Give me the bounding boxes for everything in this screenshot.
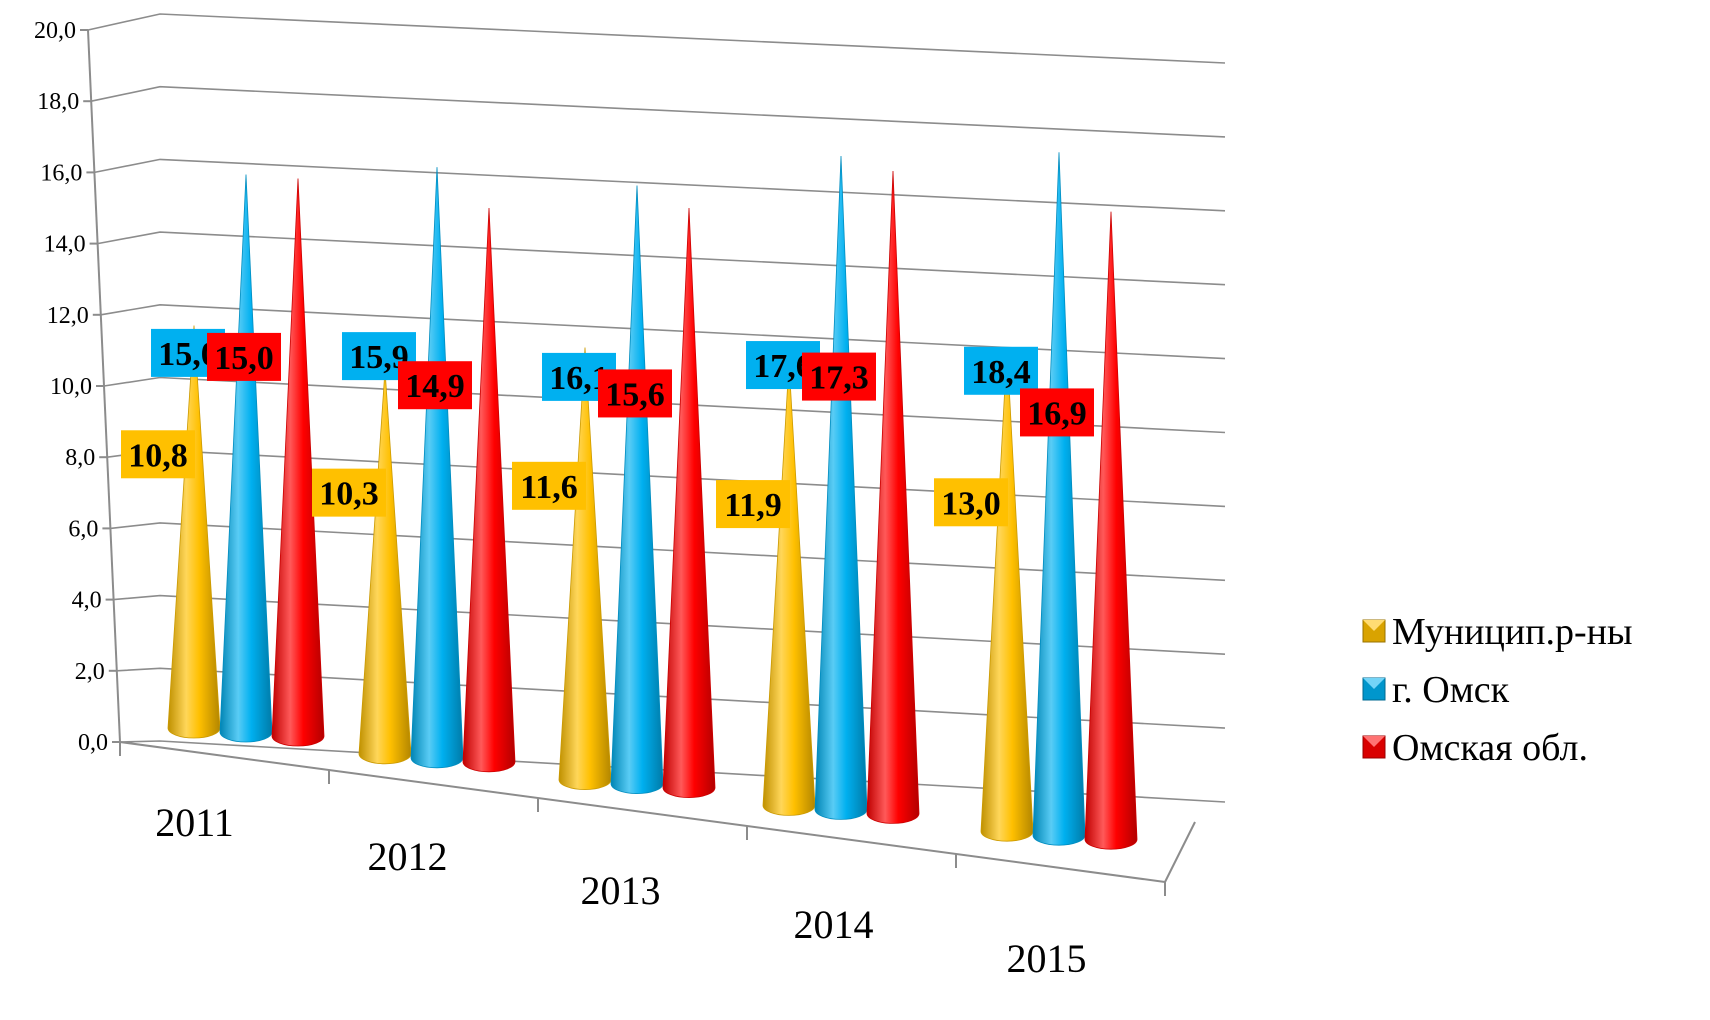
data-label-box	[716, 480, 790, 529]
x-axis-tick-labels: 2011 2012 2013 2014 2015	[155, 800, 1086, 981]
legend-item: г. Омск	[1362, 669, 1510, 711]
cone-bar	[271, 178, 325, 747]
cone-bar	[866, 171, 920, 824]
gridline	[100, 303, 1226, 360]
data-label: 10,8	[128, 437, 188, 474]
cone-bar	[167, 325, 221, 739]
data-label: 15,0	[214, 340, 274, 377]
gridline	[116, 667, 1226, 729]
y-tick-label: 16,0	[40, 160, 82, 186]
data-label-box	[964, 346, 1038, 395]
cone-bar	[662, 207, 716, 798]
data-label: 11,6	[520, 469, 578, 506]
x-tick-label: 2013	[581, 868, 661, 913]
cone-bar	[1084, 211, 1138, 850]
data-label: 17,3	[809, 360, 869, 397]
cone-bars	[167, 152, 1138, 850]
cone-bar	[558, 347, 612, 790]
y-tick-label: 6,0	[68, 516, 98, 542]
cone-bar	[814, 155, 868, 820]
gridline	[103, 376, 1226, 434]
y-tick-label: 8,0	[65, 445, 95, 471]
data-label-box	[1020, 388, 1094, 437]
legend-swatch-highlight	[1363, 736, 1385, 747]
legend-swatch-highlight	[1363, 620, 1385, 631]
cone-bar	[358, 369, 412, 765]
y-tick-label: 10,0	[50, 374, 92, 400]
axes	[80, 29, 1196, 896]
legend-label: Муницип.р-ны	[1392, 611, 1633, 653]
floor-right-edge	[1164, 821, 1196, 883]
gridline	[97, 231, 1226, 286]
legend-label: Омская обл.	[1392, 727, 1588, 769]
cone-bar	[762, 362, 816, 816]
y-tick-label: 4,0	[72, 588, 102, 614]
data-label-box	[934, 478, 1008, 527]
data-label-box	[312, 468, 386, 517]
data-label: 14,9	[405, 368, 465, 405]
x-axis-line	[119, 741, 1166, 883]
data-label: 13,0	[941, 485, 1001, 522]
data-label: 18,4	[971, 354, 1031, 391]
cone-bar	[1032, 152, 1086, 846]
cone-bar	[410, 167, 464, 769]
data-label-box	[121, 430, 195, 479]
y-tick-label: 2,0	[75, 659, 105, 685]
x-tick-label: 2012	[368, 834, 448, 879]
y-axis-tick-labels: 0,0 2,0 4,0 6,0 8,0 10,0 12,0 14,0 16,0 18,0 20,0	[34, 18, 108, 756]
data-label: 16,9	[1027, 395, 1087, 432]
data-label-box	[398, 361, 472, 410]
y-tick-label: 0,0	[78, 730, 108, 756]
legend-item: Муницип.р-ны	[1362, 611, 1633, 653]
legend-label: г. Омск	[1392, 669, 1510, 711]
data-label: 15,6	[605, 376, 665, 413]
x-tick-label: 2011	[155, 800, 234, 845]
legend: Муницип.р-ны г. Омск Омская обл.	[1362, 611, 1633, 769]
x-tick-label: 2014	[794, 902, 874, 947]
y-tick-label: 18,0	[37, 89, 79, 115]
cone-bar	[610, 185, 664, 794]
data-label-box	[598, 369, 672, 418]
gridline	[113, 594, 1226, 655]
data-label-box	[802, 352, 876, 401]
x-tick-label: 2015	[1007, 936, 1087, 981]
cone-bar	[462, 207, 516, 773]
data-label-box	[207, 332, 281, 381]
data-label-box	[512, 461, 586, 510]
gridline	[87, 13, 1226, 64]
data-labels: 10,815,015,010,315,914,911,616,115,611,9…	[121, 328, 1094, 529]
legend-item: Омская обл.	[1362, 727, 1588, 769]
legend-swatch-highlight	[1363, 678, 1385, 689]
gridline	[94, 158, 1226, 212]
cone-bar	[980, 347, 1034, 842]
y-tick-label: 14,0	[44, 232, 86, 258]
y-tick-label: 12,0	[47, 303, 89, 329]
cone-bar	[219, 174, 273, 743]
data-label: 11,9	[724, 487, 782, 524]
gridline	[91, 85, 1226, 138]
data-label: 10,3	[319, 476, 379, 513]
gridline	[110, 522, 1226, 582]
y-tick-label: 20,0	[34, 18, 76, 44]
